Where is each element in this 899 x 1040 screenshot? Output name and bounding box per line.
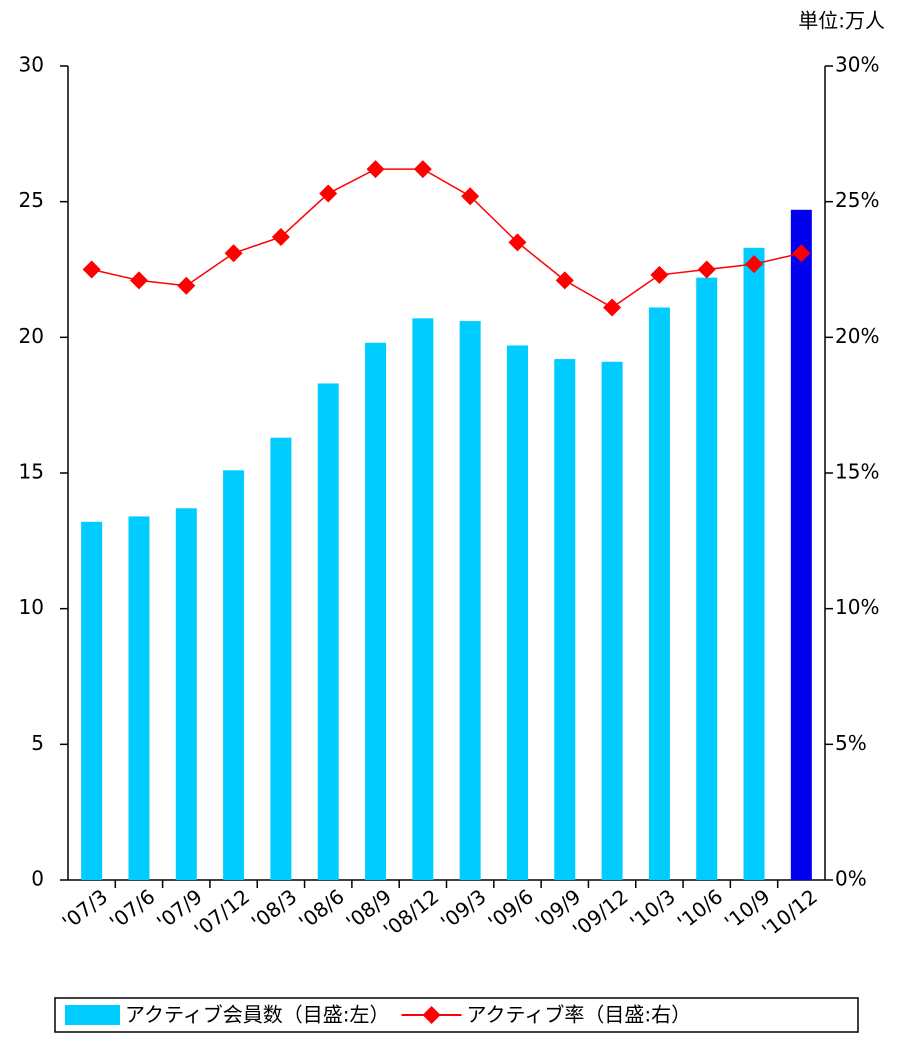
bar: [128, 516, 150, 880]
unit-label: 単位:万人: [798, 9, 885, 33]
legend-label: アクティブ会員数（目盛:左）: [125, 1003, 390, 1027]
line-marker: [319, 184, 338, 203]
y-tick-label: 25: [19, 188, 44, 212]
legend-label: アクティブ率（目盛:右）: [467, 1003, 692, 1027]
line-marker: [555, 271, 574, 290]
line-marker: [461, 187, 480, 206]
x-tick-label: '09/6: [483, 884, 538, 934]
x-tick-label: '09/3: [436, 884, 491, 934]
y2-tick-label: 10%: [835, 595, 879, 619]
bar: [696, 277, 718, 880]
line-marker: [366, 160, 385, 179]
bar: [412, 318, 434, 881]
bar: [648, 307, 670, 880]
y-tick-label: 15: [19, 460, 44, 484]
bar: [81, 521, 103, 880]
bar: [790, 209, 812, 881]
line-marker: [413, 160, 432, 179]
line-marker: [792, 244, 811, 263]
bar: [175, 508, 197, 880]
x-tick-label: '07/3: [58, 884, 113, 934]
bar: [317, 383, 339, 880]
x-tick-label: '07/12: [190, 884, 255, 942]
line-marker: [177, 276, 196, 295]
line-marker: [82, 260, 101, 279]
x-tick-label: '08/3: [247, 884, 302, 934]
line-marker: [508, 233, 527, 252]
line: [91, 168, 802, 309]
x-tick-label: '10/12: [757, 884, 822, 942]
y-tick-label: 0: [31, 867, 44, 891]
y-tick-label: 10: [19, 595, 44, 619]
line-marker: [271, 227, 290, 246]
line-marker: [697, 260, 716, 279]
y2-tick-label: 15%: [835, 460, 879, 484]
y2-tick-label: 20%: [835, 324, 879, 348]
x-tick-label: '10/6: [673, 884, 728, 934]
y2-tick-label: 0%: [835, 867, 867, 891]
legend-marker: [422, 1006, 441, 1024]
x-tick-label: '07/6: [105, 884, 160, 934]
y2-tick-label: 30%: [835, 53, 879, 77]
bar: [554, 359, 576, 880]
bar: [270, 437, 292, 880]
legend-swatch: [65, 1005, 120, 1025]
bar: [743, 247, 765, 880]
bar: [365, 342, 387, 880]
bar: [506, 345, 528, 880]
y-tick-label: 30: [19, 53, 44, 77]
y-tick-label: 20: [19, 324, 44, 348]
bar: [223, 470, 245, 880]
y-tick-label: 5: [31, 731, 44, 755]
bar: [459, 321, 481, 880]
line-marker: [650, 265, 669, 284]
y2-tick-label: 5%: [835, 731, 867, 755]
line-marker: [129, 271, 148, 290]
x-tick-label: '10/3: [625, 884, 680, 934]
bar: [601, 361, 623, 881]
line-marker: [603, 298, 622, 317]
x-tick-label: '09/12: [568, 884, 633, 942]
x-tick-label: '08/6: [294, 884, 349, 934]
line-marker: [745, 255, 764, 274]
y2-tick-label: 25%: [835, 188, 879, 212]
line-marker: [224, 244, 243, 263]
x-tick-label: '08/12: [379, 884, 444, 942]
